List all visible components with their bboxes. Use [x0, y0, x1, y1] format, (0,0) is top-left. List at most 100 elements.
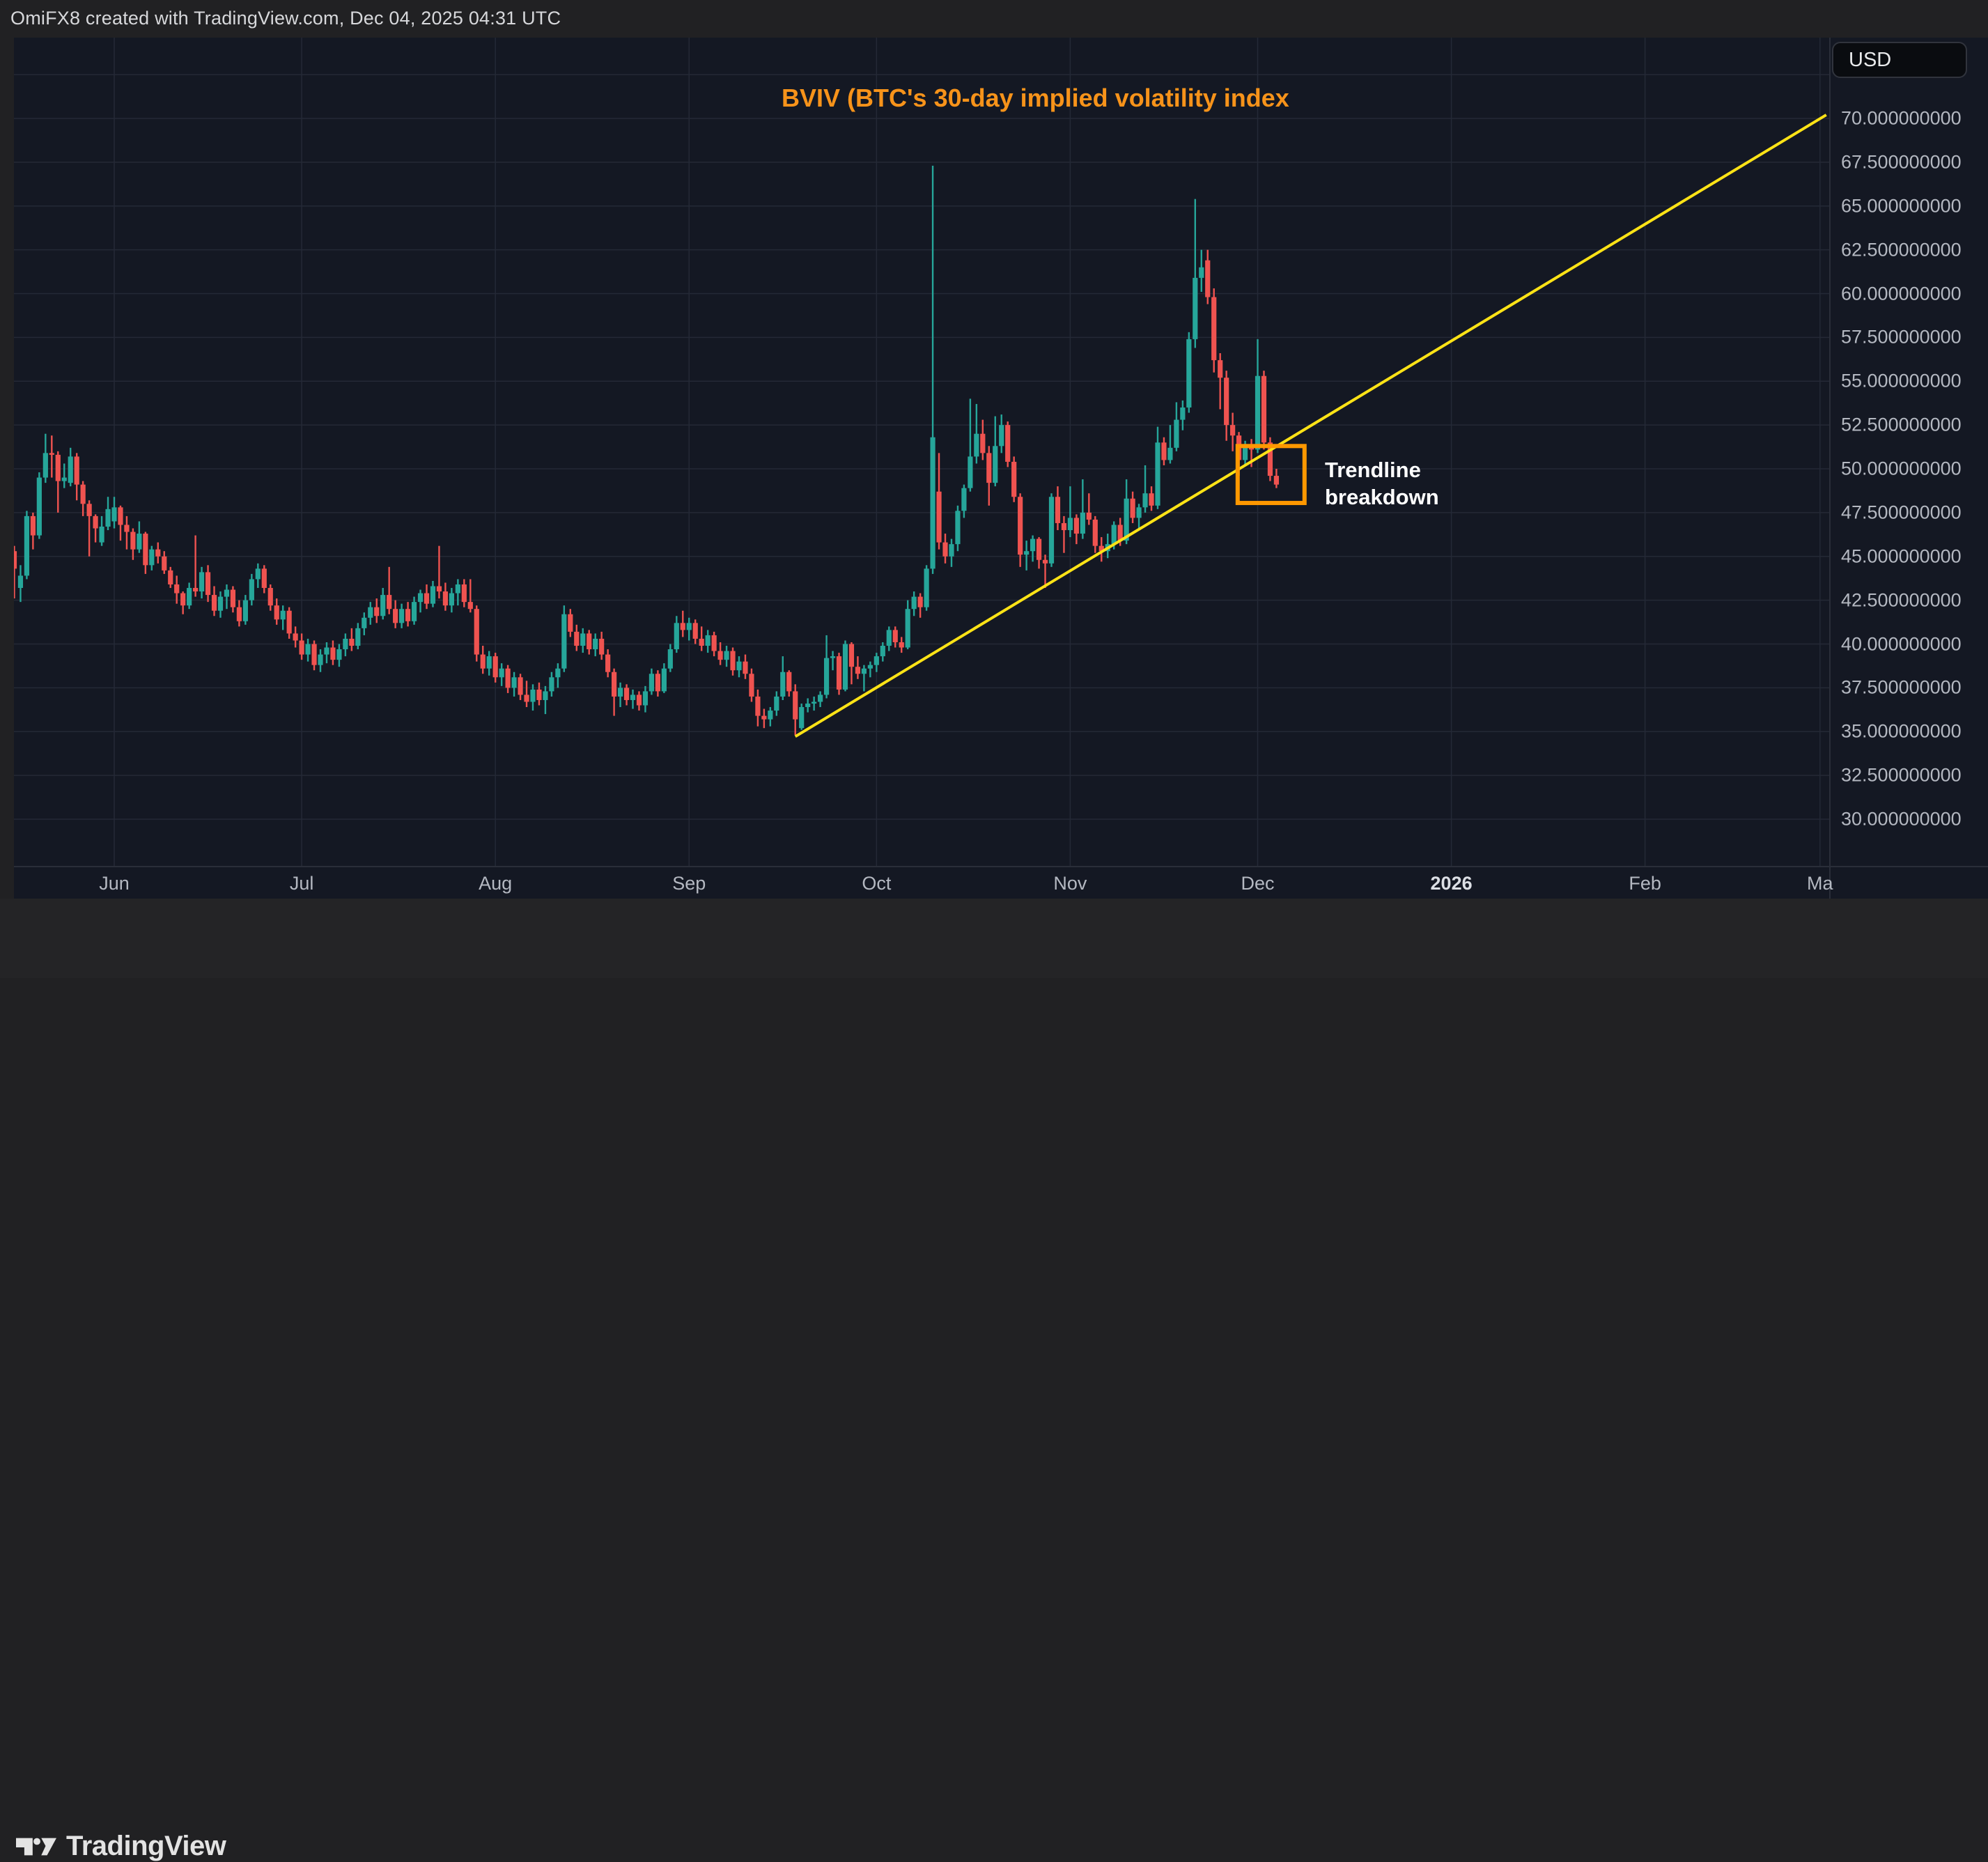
candle-wick — [869, 661, 871, 678]
candle-body — [30, 515, 36, 536]
candle-body — [936, 491, 942, 543]
candle-body — [1205, 260, 1211, 297]
candle-body — [1186, 339, 1192, 408]
candle-body — [499, 668, 504, 678]
candle-wick — [525, 681, 528, 708]
candle-body — [393, 609, 398, 623]
header-strip: OmiFX8 created with TradingView.com, Dec… — [0, 0, 1988, 38]
candle-body — [399, 609, 405, 623]
candle-body — [261, 568, 267, 589]
candle-body — [330, 647, 336, 660]
chart-pane[interactable] — [14, 38, 1988, 899]
candle-body — [242, 600, 248, 621]
candle-wick — [194, 535, 196, 597]
candle-body — [430, 586, 436, 604]
candle-body — [180, 593, 186, 606]
grid — [14, 38, 1830, 867]
candle-body — [424, 593, 430, 604]
candle-body — [461, 584, 467, 603]
candle-body — [1073, 518, 1079, 534]
time-axis[interactable]: Jun Jul Aug Sep Oct Nov Dec 2026 Feb Ma — [0, 867, 1988, 899]
candle-body — [636, 695, 642, 706]
candle-body — [36, 477, 42, 536]
candle-body — [405, 609, 411, 621]
candle-body — [786, 672, 792, 692]
watermark-attribution: OmiFX8 created with TradingView.com, Dec… — [10, 8, 561, 29]
candle-body — [374, 607, 380, 616]
drawings — [794, 114, 1827, 738]
candle-body — [1199, 267, 1204, 278]
tradingview-logo[interactable]: TradingView — [16, 1831, 226, 1862]
candle-body — [80, 484, 86, 504]
candle-body — [649, 674, 655, 692]
time-tick-month-label: Aug — [479, 873, 513, 894]
candle-body — [224, 589, 230, 597]
candle-body — [942, 542, 948, 557]
candle-body — [930, 437, 935, 569]
chart-title-annotation[interactable]: BVIV (BTC's 30-day implied volatility in… — [782, 84, 1289, 112]
candle-body — [730, 651, 736, 671]
candle-body — [68, 456, 73, 483]
candle-body — [605, 654, 611, 672]
candle-body — [99, 526, 104, 543]
candle-body — [380, 595, 386, 616]
price-tick-label: 30.000000000 — [1841, 808, 1962, 830]
time-tick-month-label: Nov — [1053, 873, 1087, 894]
candle-body — [518, 677, 523, 695]
trendline-breakdown-label[interactable]: Trendline breakdown — [1325, 458, 1439, 510]
candle-body — [267, 588, 273, 606]
price-tick-label: 57.500000000 — [1841, 326, 1962, 348]
candle-body — [486, 656, 492, 669]
candle-body — [505, 668, 511, 688]
candle-body — [836, 656, 842, 690]
candle-body — [236, 607, 242, 621]
candle-body — [1267, 442, 1273, 476]
candle-body — [280, 610, 286, 620]
candle-body — [1211, 297, 1217, 361]
candle-body — [349, 638, 355, 646]
currency-toggle-badge[interactable]: USD — [1832, 42, 1967, 78]
candle-body — [580, 633, 586, 646]
candle-wick — [931, 165, 934, 574]
candle-body — [1180, 407, 1186, 420]
candle-body — [1024, 551, 1030, 555]
candle-body — [105, 509, 111, 527]
trendline-drawing[interactable] — [794, 114, 1827, 738]
candle-wick — [1169, 425, 1172, 464]
candle-body — [993, 446, 998, 483]
candlestick-chart — [14, 38, 1988, 899]
price-tick-label: 62.500000000 — [1841, 239, 1962, 261]
candle-body — [593, 638, 598, 650]
candle-body — [674, 623, 679, 650]
price-axis[interactable]: 70.000000000 67.500000000 65.000000000 62.5… — [1830, 38, 1988, 867]
candle-wick — [125, 515, 128, 550]
candle-body — [1080, 512, 1085, 534]
candle-body — [1142, 493, 1148, 508]
candle-body — [1092, 519, 1098, 546]
candle-body — [1098, 545, 1104, 552]
time-tick-month-label: Ma — [1807, 873, 1833, 894]
candle-wick — [1082, 479, 1084, 539]
candle-body — [1030, 538, 1036, 552]
candle-body — [249, 579, 254, 600]
candle-body — [1193, 277, 1198, 339]
candle-body — [174, 584, 180, 593]
candle-body — [324, 647, 329, 655]
candle-body — [343, 638, 348, 650]
candle-body — [705, 635, 710, 646]
candle-body — [1155, 442, 1160, 506]
candle-body — [199, 572, 205, 592]
breakdown-box-drawing[interactable] — [1235, 444, 1307, 506]
candle-wick — [1063, 515, 1065, 553]
candle-body — [511, 677, 517, 688]
candle-body — [917, 596, 923, 607]
candle-body — [155, 549, 161, 557]
candle-body — [1042, 559, 1048, 564]
candle-body — [1149, 493, 1154, 506]
candle-body — [905, 609, 910, 648]
candle-body — [143, 534, 148, 566]
candle-body — [124, 525, 130, 532]
candle-body — [205, 572, 211, 596]
candle-body — [699, 638, 704, 646]
candle-body — [623, 688, 630, 700]
